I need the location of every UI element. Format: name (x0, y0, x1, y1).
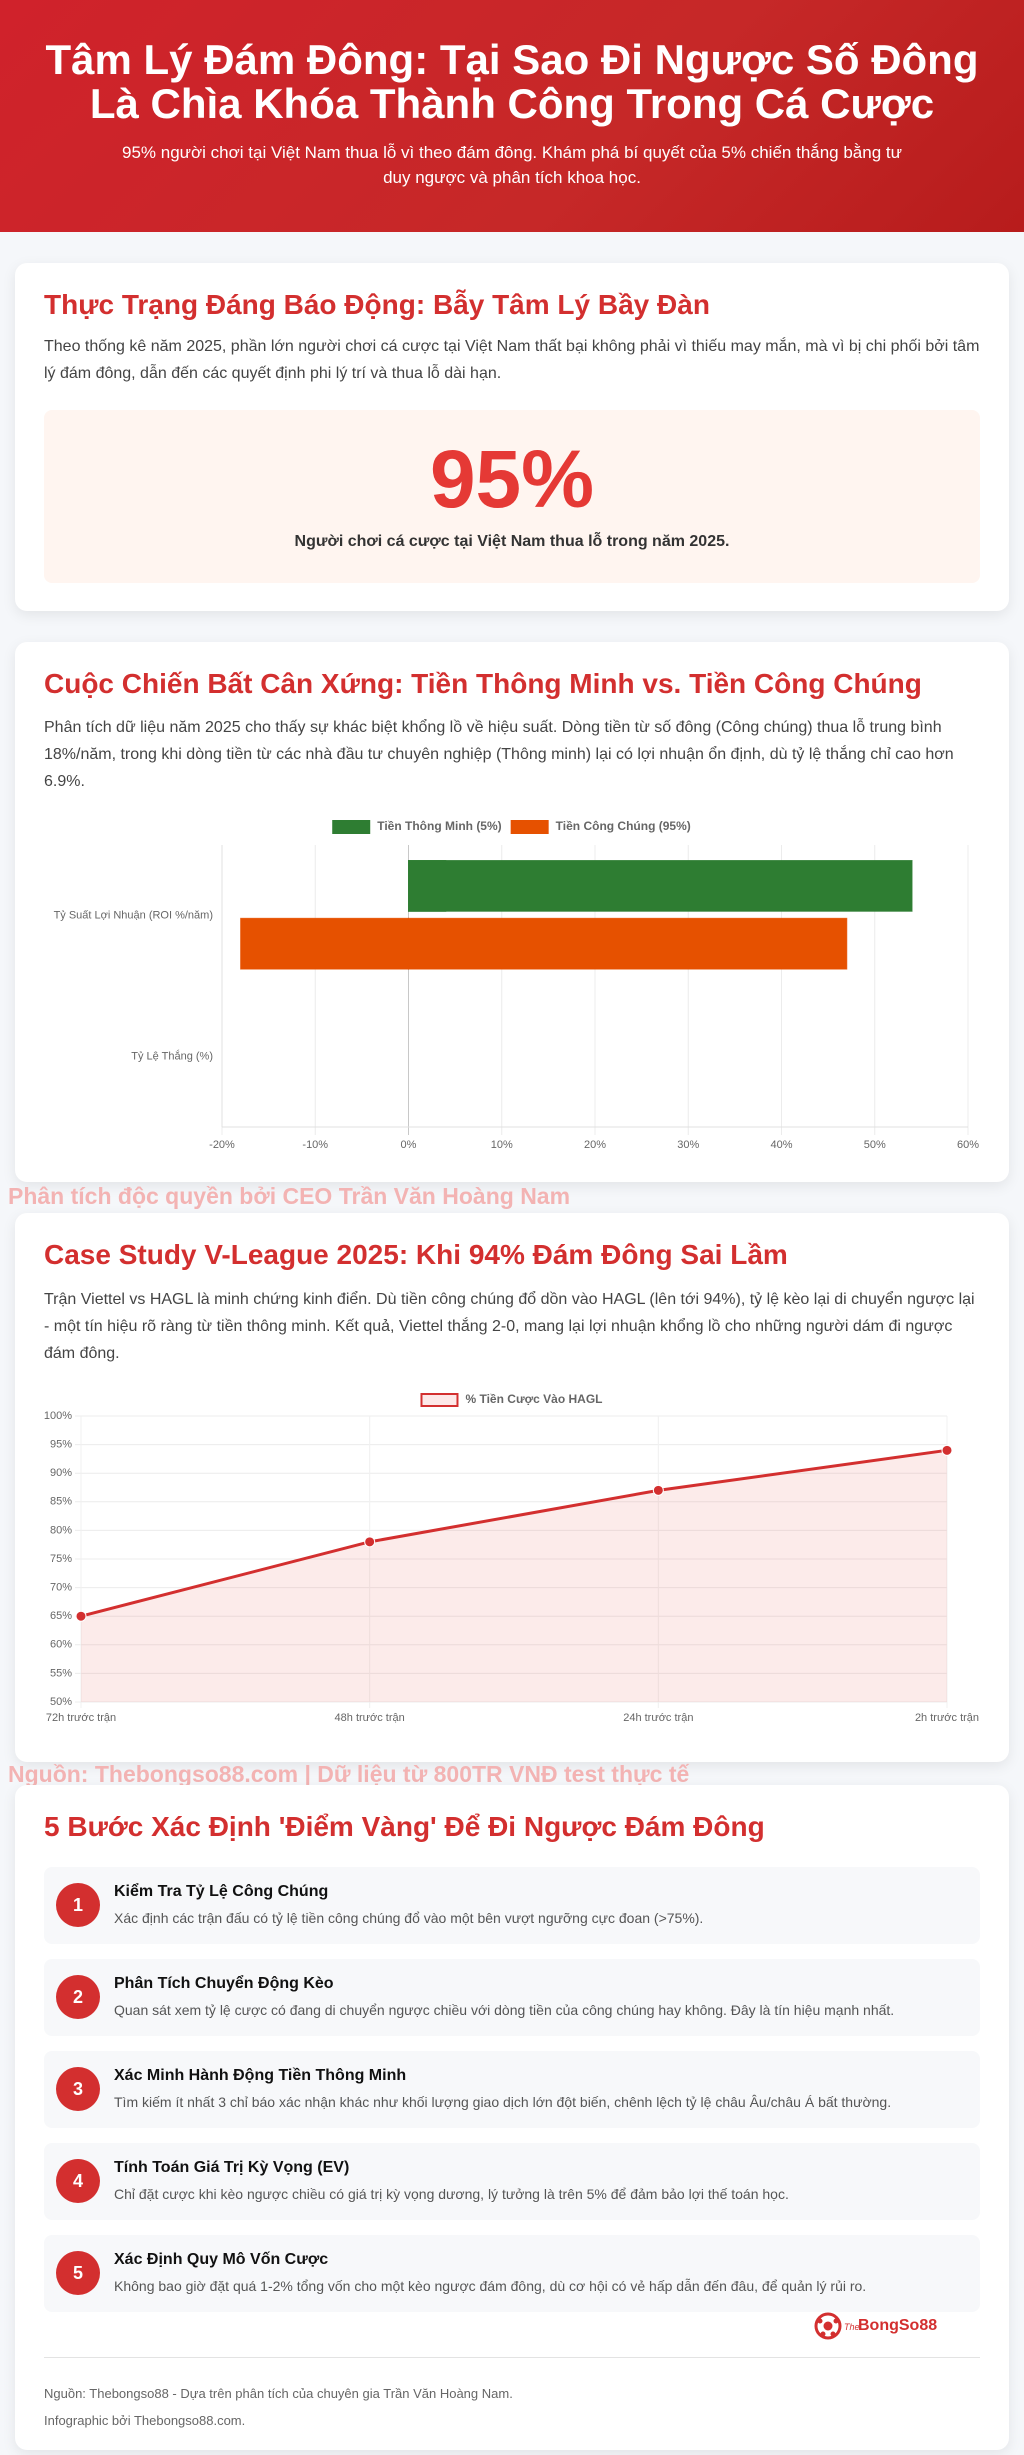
bar-chart: -20% -10% 0% 10% 20% 30% 40% 50% 60% Tỷ Suất Lợi … (54, 819, 980, 1151)
page-subtitle: 95% người chơi tại Việt Nam thua lỗ vì t… (122, 143, 902, 187)
y-tick-label: 100% (44, 1410, 72, 1422)
point (364, 1536, 376, 1548)
divider (44, 2357, 980, 2358)
stat-number: 95% (429, 434, 595, 525)
y-tick-label: 75% (50, 1553, 72, 1565)
bar (408, 917, 848, 970)
y-tick-label: 90% (50, 1467, 72, 1479)
step-number: 4 (56, 2159, 100, 2203)
x-tick-label: 72h trước trận (46, 1712, 116, 1724)
x-tick-label: -20% (209, 1139, 235, 1151)
x-tick-label: 60% (957, 1139, 979, 1151)
step: 1 Kiểm Tra Tỷ Lệ Công Chúng Xác định các t… (44, 1867, 980, 1944)
card: 5 Bước Xác Định 'Điểm Vàng' Để Đi Ngược … (15, 1785, 1009, 2450)
x-tick-label: 40% (770, 1139, 792, 1151)
point (75, 1610, 87, 1622)
stat-box: 95% Người chơi cá cược tại Việt Nam thua… (44, 410, 980, 583)
y-tick-label: 85% (50, 1496, 72, 1508)
watermark: Phân tích độc quyền bởi CEO Trần Văn Hoà… (8, 1183, 571, 1209)
step-text: Quan sát xem tỷ lệ cược có đang di chuyể… (114, 2002, 895, 2018)
point (652, 1484, 664, 1496)
x-tick-label: -10% (302, 1139, 328, 1151)
footer-source: Nguồn: Thebongso88 - Dựa trên phân tích … (44, 2386, 513, 2401)
line (80, 1448, 948, 1618)
area (81, 1450, 947, 1702)
step-text: Chỉ đặt cược khi kèo ngược chiều có giá … (114, 2186, 789, 2202)
x-tick-label: 20% (584, 1139, 606, 1151)
y-tick-label: 50% (50, 1696, 72, 1708)
section-heading: Case Study V-League 2025: Khi 94% Đám Đô… (44, 1239, 788, 1270)
bar (240, 917, 409, 970)
section-text: Phân tích dữ liệu năm 2025 cho thấy sự k… (44, 719, 954, 790)
bar (408, 860, 913, 912)
legend-swatch (510, 820, 549, 834)
legend-swatch (420, 1393, 459, 1407)
step-text: Xác định các trận đấu có tỷ lệ tiền công… (114, 1910, 704, 1926)
step: 5 Xác Định Quy Mô Vốn Cược Không bao giờ đ… (44, 2235, 980, 2312)
step: 4 Tính Toán Giá Trị Kỳ Vọng (EV) Chỉ đặt c… (44, 2143, 980, 2220)
y-tick-label: 80% (50, 1524, 72, 1536)
y-tick-label: 55% (50, 1667, 72, 1679)
y-tick-label: 70% (50, 1582, 72, 1594)
card: Thực Trạng Đáng Báo Động: Bẫy Tâm Lý Bầy… (15, 263, 1009, 611)
legend-label: Tiền Thông Minh (5%) (377, 819, 501, 833)
logo: The BongSo88 (814, 2308, 954, 2344)
step-title: Kiểm Tra Tỷ Lệ Công Chúng (114, 1883, 329, 1900)
x-tick-label: 48h trước trận (335, 1712, 405, 1724)
step-text: Không bao giờ đặt quá 1-2% tổng vốn cho … (114, 2278, 867, 2294)
x-tick-label: 30% (677, 1139, 699, 1151)
step-title: Xác Minh Hành Động Tiền Thông Minh (114, 2067, 407, 2084)
card: Cuộc Chiến Bất Cân Xứng: Tiền Thông Minh… (15, 642, 1009, 1182)
y-tick-label: 60% (50, 1639, 72, 1651)
logo-icon (814, 2312, 842, 2340)
y-tick-label: Tỷ Suất Lợi Nhuận (ROI %/năm) (54, 909, 213, 921)
logo-prefix: The (844, 2322, 860, 2332)
x-tick-label: 2h trước trận (915, 1712, 979, 1724)
line-chart: 50% 55% 60% 65% 70% 75% 80% 85% 90% 95% 100% 72h tr… (44, 1392, 979, 1724)
watermark: Nguồn: Thebongso88.com | Dữ liệu từ 800T… (8, 1761, 690, 1787)
step-number: 5 (56, 2251, 100, 2295)
y-tick-label: 95% (50, 1439, 72, 1451)
step: 3 Xác Minh Hành Động Tiền Thông Minh Tìm k… (44, 2051, 980, 2128)
x-tick-label: 10% (491, 1139, 513, 1151)
footer-credit: Infographic bởi Thebongso88.com. (44, 2413, 246, 2428)
step-number: 2 (56, 1975, 100, 2019)
y-tick-label: 65% (50, 1610, 72, 1622)
y-tick-label: Tỷ Lệ Thắng (%) (131, 1049, 213, 1062)
card: Case Study V-League 2025: Khi 94% Đám Đô… (15, 1213, 1009, 1762)
step-text: Tìm kiếm ít nhất 3 chỉ báo xác nhận khác… (114, 2094, 892, 2110)
x-tick-label: 24h trước trận (623, 1712, 693, 1724)
section-heading: 5 Bước Xác Định 'Điểm Vàng' Để Đi Ngược … (44, 1811, 765, 1842)
step-title: Phân Tích Chuyển Động Kèo (114, 1975, 334, 1992)
x-tick-label: 50% (864, 1139, 886, 1151)
step-number: 1 (56, 1883, 100, 1927)
section-text: Theo thống kê năm 2025, phần lớn người c… (44, 338, 980, 382)
header: Tâm Lý Đám Đông: Tại Sao Đi Ngược Số Đôn… (0, 0, 1024, 232)
page-title: Tâm Lý Đám Đông: Tại Sao Đi Ngược Số Đôn… (45, 36, 979, 127)
legend-label: % Tiền Cược Vào HAGL (465, 1392, 602, 1406)
step: 2 Phân Tích Chuyển Động Kèo Quan sát xem t… (44, 1959, 980, 2036)
section-heading: Thực Trạng Đáng Báo Động: Bẫy Tâm Lý Bầy… (44, 289, 710, 320)
section-text: Trận Viettel vs HAGL là minh chứng kinh … (44, 1291, 975, 1362)
step-number: 3 (56, 2067, 100, 2111)
step-title: Tính Toán Giá Trị Kỳ Vọng (EV) (114, 2159, 350, 2176)
legend-label: Tiền Công Chúng (95%) (556, 819, 691, 833)
logo-name: BongSo88 (858, 2317, 938, 2334)
section-heading: Cuộc Chiến Bất Cân Xứng: Tiền Thông Minh… (44, 668, 922, 699)
stat-caption: Người chơi cá cược tại Việt Nam thua lỗ … (294, 533, 730, 550)
point (941, 1444, 953, 1456)
x-tick-label: 0% (401, 1139, 417, 1151)
step-title: Xác Định Quy Mô Vốn Cược (114, 2251, 329, 2268)
legend-swatch (332, 820, 371, 834)
